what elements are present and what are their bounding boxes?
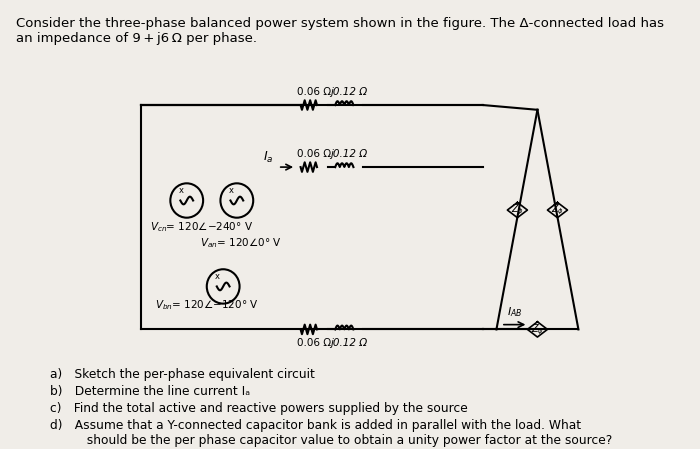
Text: $I_a$: $I_a$ <box>262 150 273 165</box>
Text: 0.06 Ω: 0.06 Ω <box>298 338 331 348</box>
Text: 0.06 Ω: 0.06 Ω <box>298 149 331 158</box>
Text: $I_{AB}$: $I_{AB}$ <box>507 305 522 319</box>
Text: a) Sketch the per-phase equivalent circuit: a) Sketch the per-phase equivalent circu… <box>50 368 315 381</box>
Text: c) Find the total active and reactive powers supplied by the source: c) Find the total active and reactive po… <box>50 402 468 415</box>
Text: x: x <box>215 273 220 282</box>
Text: $Z_\phi$: $Z_\phi$ <box>511 203 524 217</box>
Text: d) Assume that a Y-connected capacitor bank is added in parallel with the load. : d) Assume that a Y-connected capacitor b… <box>50 419 612 447</box>
Text: $Z_\phi$: $Z_\phi$ <box>531 322 544 337</box>
Text: x: x <box>178 186 184 195</box>
Text: x: x <box>229 186 234 195</box>
Text: 0.06 Ω: 0.06 Ω <box>298 87 331 97</box>
Text: j0.12 Ω: j0.12 Ω <box>330 338 368 348</box>
Text: $Z_\phi$: $Z_\phi$ <box>551 203 564 217</box>
Text: $V_{cn}$= 120$\angle$−240° V: $V_{cn}$= 120$\angle$−240° V <box>150 220 253 234</box>
Text: j0.12 Ω: j0.12 Ω <box>330 87 368 97</box>
Text: b) Determine the line current Iₐ: b) Determine the line current Iₐ <box>50 385 250 398</box>
Text: Consider the three-phase balanced power system shown in the figure. The Δ-connec: Consider the three-phase balanced power … <box>16 17 664 45</box>
Text: j0.12 Ω: j0.12 Ω <box>330 149 368 158</box>
Text: $V_{an}$= 120$\angle$0° V: $V_{an}$= 120$\angle$0° V <box>200 237 282 251</box>
Text: $V_{bn}$= 120$\angle$−120° V: $V_{bn}$= 120$\angle$−120° V <box>155 299 258 313</box>
